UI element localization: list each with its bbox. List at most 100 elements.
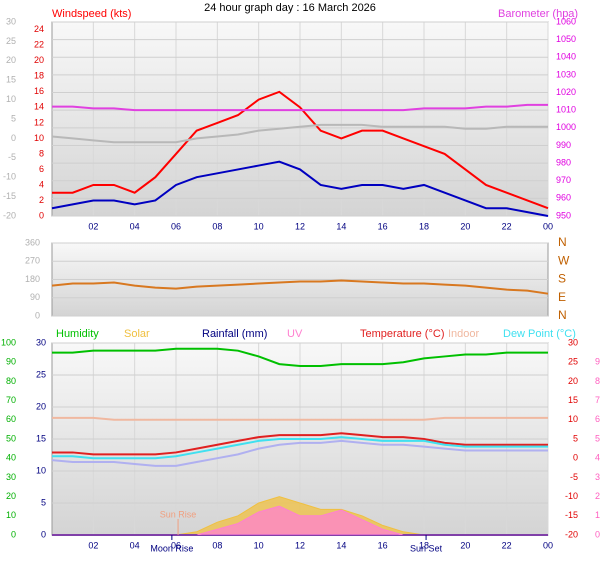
y-tick-label: 100 xyxy=(1,337,16,347)
y3-tick-label: 15 xyxy=(36,433,46,443)
x-tick-label: 12 xyxy=(295,540,305,550)
y-tick-label: 6 xyxy=(39,164,44,174)
y2-tick-label: -5 xyxy=(570,472,578,482)
y-tick-label: 0 xyxy=(11,529,16,539)
y2-tick-label: E xyxy=(558,290,566,304)
y2-tick-label: 990 xyxy=(556,140,571,150)
y2-tick-label: 15 xyxy=(568,395,578,405)
y2-tick-label: 20 xyxy=(568,376,578,386)
y3-tick-label: -20 xyxy=(3,210,16,220)
y3-tick-label: 10 xyxy=(36,465,46,475)
y-tick-label: 12 xyxy=(34,117,44,127)
legend-label: Temperature (°C) xyxy=(360,328,444,340)
x-tick-label: 08 xyxy=(212,540,222,550)
event-label: Moon Rise xyxy=(150,543,193,553)
y-tick-label: 40 xyxy=(6,453,16,463)
y4-tick-label: 5 xyxy=(595,433,600,443)
y3-tick-label: -10 xyxy=(3,172,16,182)
y-tick-label: 90 xyxy=(30,292,40,302)
x-tick-label: 22 xyxy=(502,540,512,550)
y2-tick-label: -10 xyxy=(565,491,578,501)
x-tick-label: 06 xyxy=(171,540,181,550)
x-tick-label: 16 xyxy=(378,221,388,231)
legend-label: Rainfall (mm) xyxy=(202,328,267,340)
y2-tick-label: 5 xyxy=(573,433,578,443)
x-tick-label: 14 xyxy=(336,221,346,231)
y-tick-label: 180 xyxy=(25,274,40,284)
y-tick-label: 20 xyxy=(34,55,44,65)
series-line xyxy=(52,103,548,112)
y2-tick-label: 1010 xyxy=(556,105,576,115)
y3-tick-label: 25 xyxy=(36,369,46,379)
y3-tick-label: 30 xyxy=(6,16,16,26)
series-line xyxy=(52,347,548,368)
y2-tick-label: S xyxy=(558,272,566,286)
y-tick-label: 18 xyxy=(34,71,44,81)
y2-tick-label: 970 xyxy=(556,175,571,185)
series-line xyxy=(52,436,548,460)
y4-tick-label: 4 xyxy=(595,453,600,463)
y4-tick-label: 2 xyxy=(595,491,600,501)
x-tick-label: 08 xyxy=(212,221,222,231)
y4-tick-label: 3 xyxy=(595,472,600,482)
x-tick-label: 14 xyxy=(336,540,346,550)
x-tick-label: 02 xyxy=(88,221,98,231)
y2-tick-label: 0 xyxy=(573,453,578,463)
x-tick-label: 00 xyxy=(543,540,553,550)
y2-tick-label: 960 xyxy=(556,193,571,203)
series-line xyxy=(52,90,549,210)
y-tick-label: 0 xyxy=(35,310,40,320)
y4-tick-label: 9 xyxy=(595,357,600,367)
y-tick-label: 20 xyxy=(6,491,16,501)
y-tick-label: 14 xyxy=(34,102,44,112)
x-tick-label: 18 xyxy=(419,540,429,550)
y2-tick-label: 25 xyxy=(568,357,578,367)
y-tick-label: 0 xyxy=(39,210,44,220)
y-tick-label: 10 xyxy=(34,133,44,143)
y3-tick-label: 20 xyxy=(36,401,46,411)
y2-tick-label: 1020 xyxy=(556,87,576,97)
event-label: Sun Rise xyxy=(160,509,197,519)
y-tick-label: 22 xyxy=(34,40,44,50)
y-tick-label: 270 xyxy=(25,256,40,266)
y-tick-label: 70 xyxy=(6,395,16,405)
y3-tick-label: 10 xyxy=(6,94,16,104)
y2-tick-label: -20 xyxy=(565,529,578,539)
y3-tick-label: 25 xyxy=(6,36,16,46)
y-tick-label: 8 xyxy=(39,148,44,158)
x-tick-label: 20 xyxy=(460,221,470,231)
y2-tick-label: 1000 xyxy=(556,122,576,132)
y2-tick-label: 10 xyxy=(568,414,578,424)
y-tick-label: 10 xyxy=(6,510,16,520)
legend-label: Indoor xyxy=(448,328,480,340)
series-area xyxy=(52,505,548,536)
y3-tick-label: 0 xyxy=(41,529,46,539)
y4-tick-label: 0 xyxy=(595,529,600,539)
legend-label: Humidity xyxy=(56,328,99,340)
x-tick-label: 06 xyxy=(171,221,181,231)
y4-tick-label: 6 xyxy=(595,414,600,424)
legend-label: Solar xyxy=(124,328,150,340)
y3-tick-label: 5 xyxy=(41,497,46,507)
y2-tick-label: 1050 xyxy=(556,34,576,44)
y2-tick-label: -15 xyxy=(565,510,578,520)
y4-tick-label: 1 xyxy=(595,510,600,520)
legend-label: Windspeed (kts) xyxy=(52,8,131,20)
y2-tick-label: N xyxy=(558,308,567,322)
y-tick-label: 24 xyxy=(34,24,44,34)
y4-tick-label: 8 xyxy=(595,376,600,386)
series-line xyxy=(52,432,548,456)
x-tick-label: 20 xyxy=(460,540,470,550)
legend-label: UV xyxy=(287,328,303,340)
y2-tick-label: 1060 xyxy=(556,16,576,26)
x-tick-label: 16 xyxy=(378,540,388,550)
y-tick-label: 2 xyxy=(39,195,44,205)
series-line xyxy=(52,416,548,421)
x-tick-label: 12 xyxy=(295,221,305,231)
y2-tick-label: 1030 xyxy=(556,69,576,79)
y-tick-label: 60 xyxy=(6,414,16,424)
x-tick-label: 10 xyxy=(254,540,264,550)
y2-tick-label: 950 xyxy=(556,210,571,220)
y2-tick-label: N xyxy=(558,235,567,249)
